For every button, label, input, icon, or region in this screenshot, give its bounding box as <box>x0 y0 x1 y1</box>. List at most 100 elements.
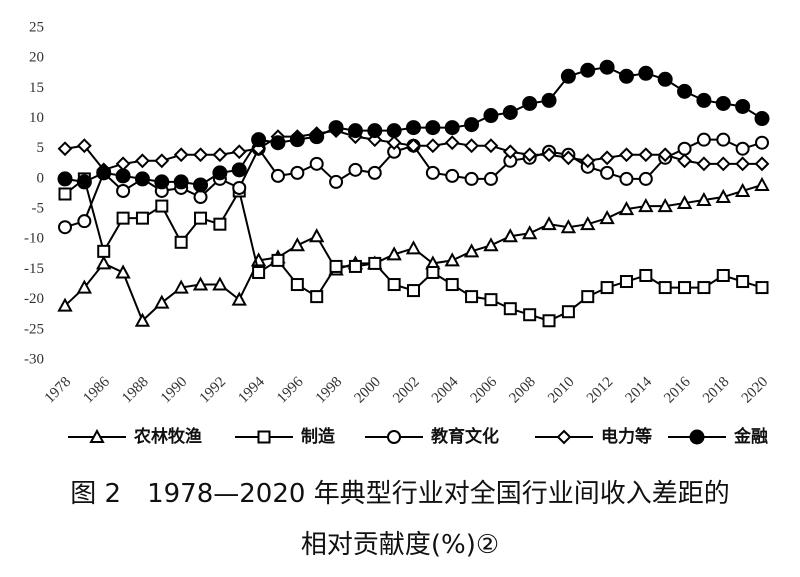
data-point <box>232 180 247 195</box>
data-point <box>425 165 440 180</box>
data-point <box>715 95 731 111</box>
data-point <box>57 141 73 157</box>
data-point <box>581 290 595 304</box>
data-point <box>696 156 712 172</box>
data-point <box>76 279 93 294</box>
data-point <box>387 278 401 292</box>
y-tick-label: 20 <box>29 50 44 66</box>
data-point <box>521 225 538 240</box>
x-tick-label: 1978 <box>42 374 75 407</box>
data-point <box>115 264 131 279</box>
data-point <box>638 197 654 213</box>
data-point <box>116 211 130 225</box>
data-point <box>465 290 479 304</box>
data-point <box>115 168 131 184</box>
data-point <box>173 174 189 190</box>
data-point <box>580 216 596 231</box>
y-tick-label: 15 <box>29 80 44 96</box>
legend-marker <box>89 428 105 443</box>
data-point <box>386 135 402 151</box>
x-tick-label: 2014 <box>623 374 656 407</box>
data-point <box>309 129 325 145</box>
data-point <box>290 165 305 180</box>
data-point <box>522 95 538 111</box>
legend-marker <box>689 429 705 445</box>
legend-marker <box>257 430 271 444</box>
data-point <box>328 120 344 136</box>
legend-label: 电力等 <box>601 426 652 447</box>
data-point <box>541 147 557 163</box>
legend-marker <box>556 429 572 445</box>
data-point <box>97 244 111 258</box>
legend-label: 金融 <box>733 426 768 447</box>
data-point <box>231 291 247 306</box>
data-point <box>309 156 324 171</box>
data-point <box>599 150 615 166</box>
data-point <box>155 199 169 213</box>
data-point <box>348 162 363 177</box>
data-point <box>677 153 692 169</box>
data-point <box>464 171 479 186</box>
data-point <box>290 278 304 292</box>
y-tick-label: 25 <box>29 19 44 35</box>
data-point <box>135 153 150 169</box>
data-point <box>76 174 92 190</box>
data-point <box>502 228 518 243</box>
data-point <box>560 150 576 166</box>
caption: 相对贡献度(%)② <box>301 530 499 560</box>
y-tick-label: 5 <box>37 140 45 156</box>
data-point <box>329 174 344 189</box>
data-point <box>212 165 228 181</box>
data-point <box>657 71 673 87</box>
data-point <box>483 237 499 252</box>
data-point <box>425 120 441 136</box>
data-point <box>406 120 421 136</box>
x-tick-label: 2010 <box>545 374 578 407</box>
x-tick-label: 1986 <box>80 374 113 407</box>
data-point <box>658 281 672 295</box>
x-tick-label: 2006 <box>468 374 501 407</box>
data-point <box>386 123 402 139</box>
data-point <box>57 297 73 312</box>
data-point <box>96 165 112 181</box>
data-point <box>619 171 634 186</box>
data-point <box>580 153 596 169</box>
data-point <box>135 211 149 225</box>
y-tick-label: -15 <box>24 261 44 277</box>
data-point <box>193 147 208 163</box>
data-point <box>173 279 189 294</box>
data-point <box>348 259 362 273</box>
data-point <box>445 278 459 292</box>
data-point <box>154 294 170 309</box>
data-point <box>193 177 209 193</box>
data-point <box>678 281 692 295</box>
data-point <box>309 228 325 243</box>
data-point <box>406 138 421 154</box>
data-point <box>115 156 131 172</box>
data-point <box>212 276 228 291</box>
data-point <box>116 183 131 198</box>
data-point <box>347 123 363 139</box>
data-point <box>735 141 750 156</box>
data-point <box>483 171 498 186</box>
data-point <box>677 141 692 156</box>
data-point <box>502 105 518 121</box>
data-point <box>483 108 499 124</box>
data-point <box>77 214 92 229</box>
data-point <box>696 132 711 147</box>
data-point <box>619 275 633 289</box>
data-point <box>426 265 440 279</box>
y-tick-label: 10 <box>29 110 44 126</box>
data-point <box>580 62 596 78</box>
data-point <box>231 162 247 178</box>
x-tick-label: 2016 <box>661 374 694 407</box>
data-point <box>638 65 654 81</box>
data-point <box>58 220 72 235</box>
data-point <box>154 153 170 169</box>
data-point <box>754 176 770 191</box>
data-point <box>599 210 615 225</box>
data-point <box>716 132 731 147</box>
data-point <box>599 59 615 75</box>
data-point <box>523 308 537 322</box>
